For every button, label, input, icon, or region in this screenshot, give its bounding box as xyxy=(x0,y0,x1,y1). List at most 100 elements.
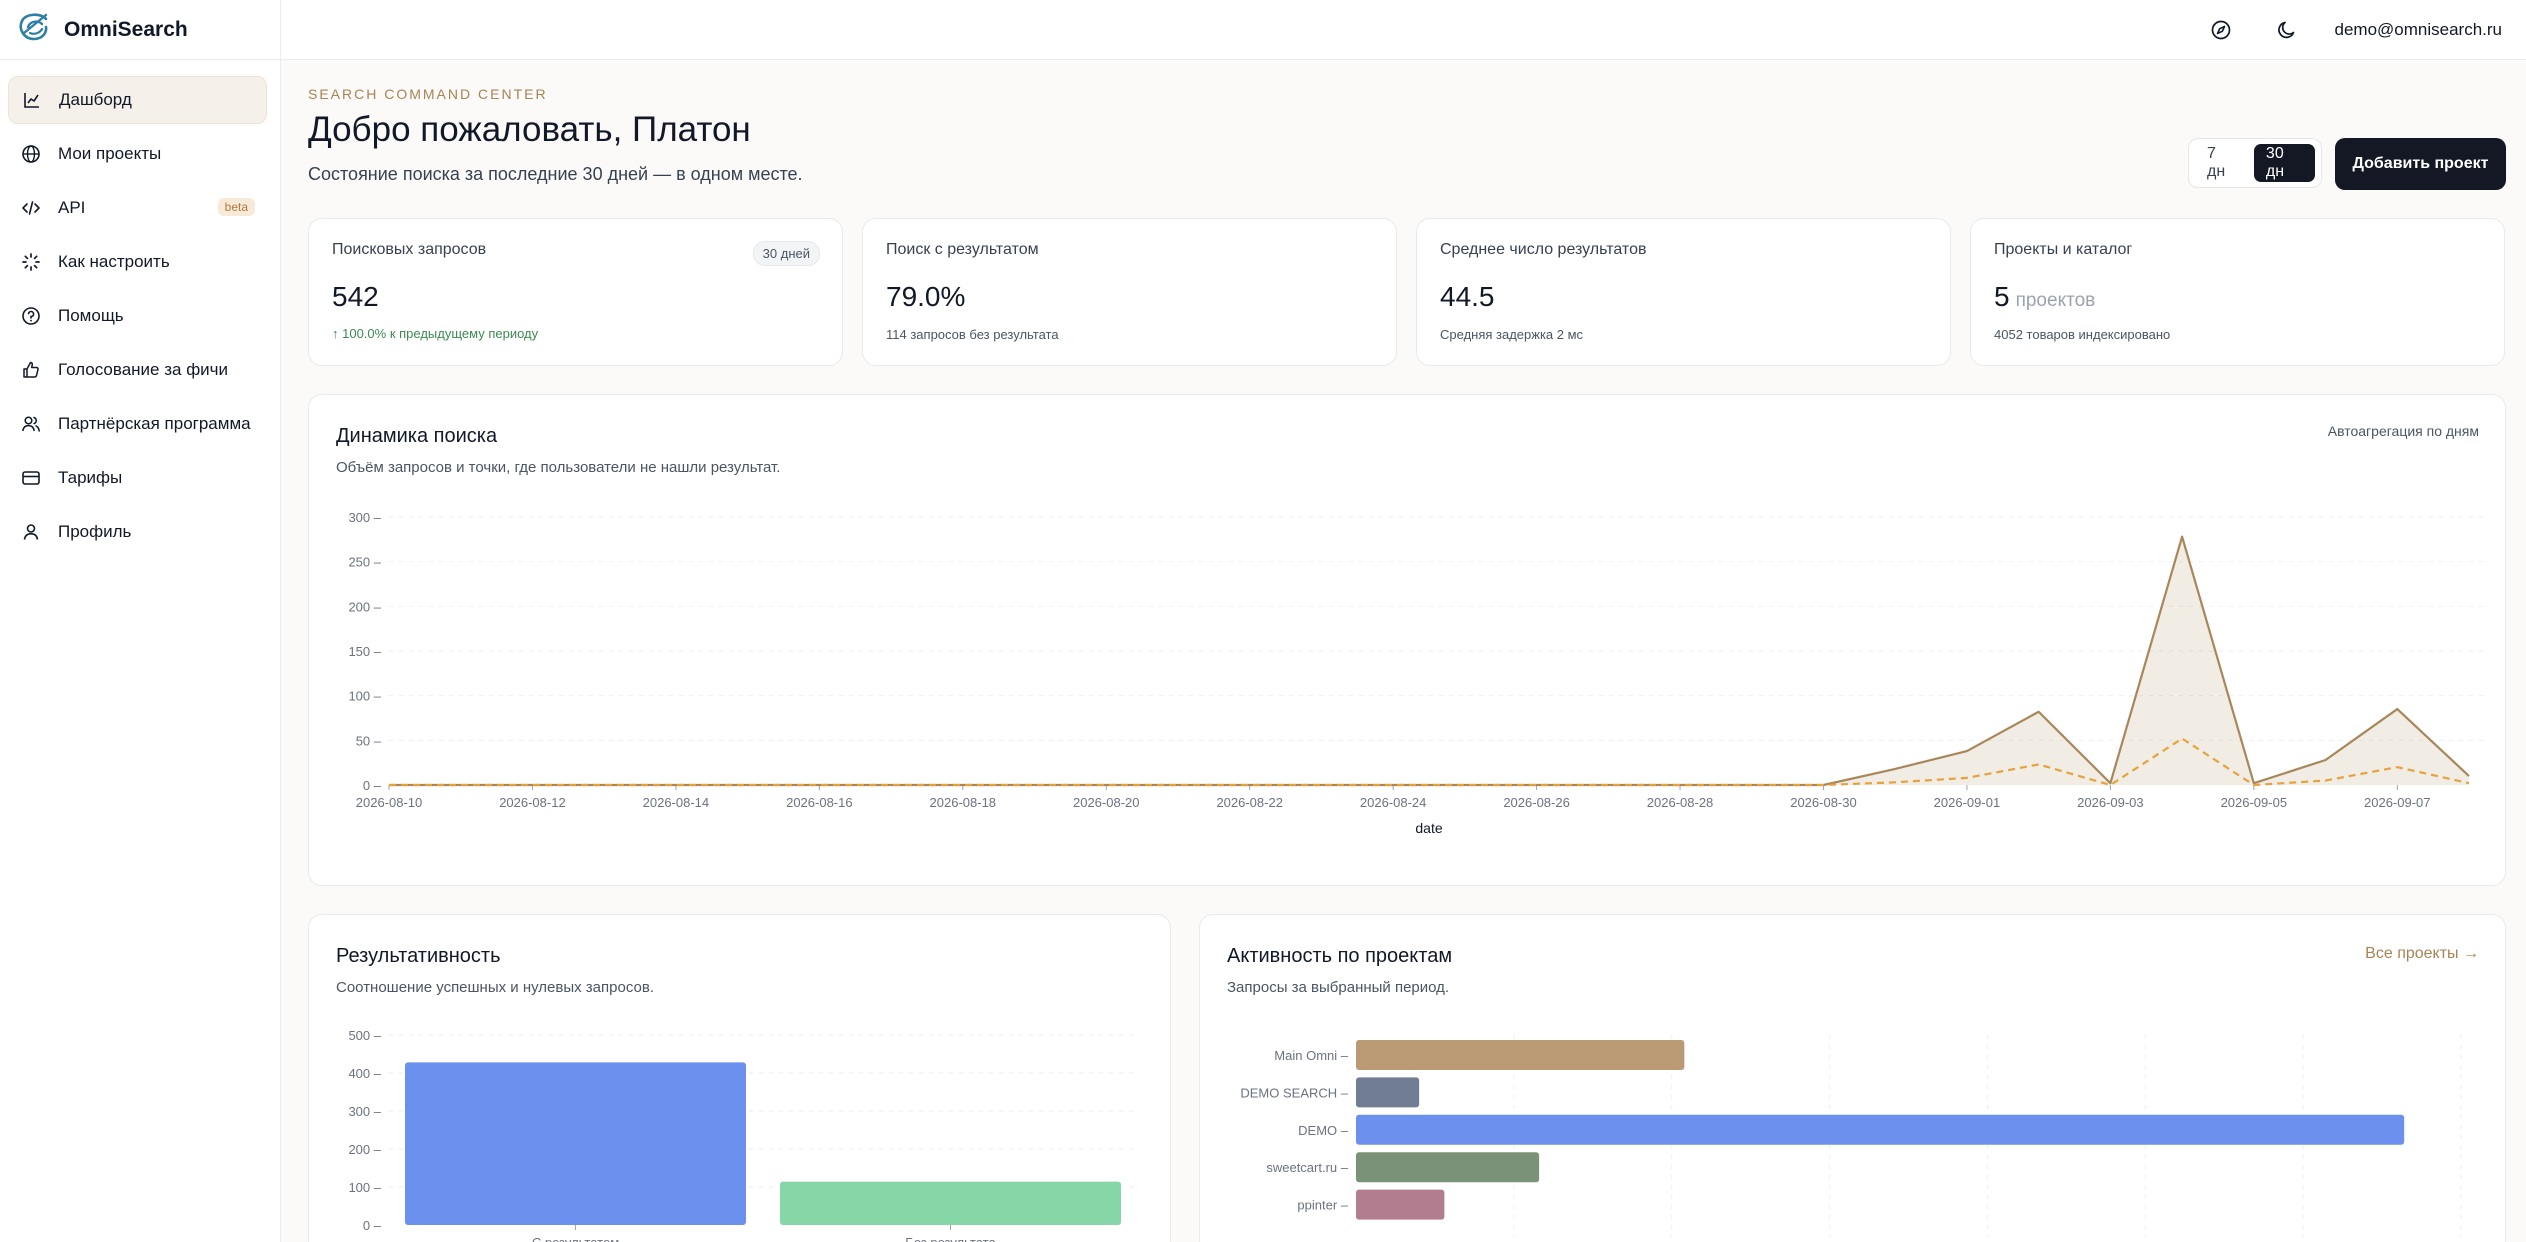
y-tick-label: DEMO – xyxy=(1298,1123,1349,1138)
y-tick-label: 400 – xyxy=(348,1066,381,1081)
y-tick-label: 250 – xyxy=(348,555,381,570)
aggregation-note: Автоагрегация по дням xyxy=(2327,423,2479,439)
code-icon xyxy=(20,197,42,219)
stat-value: 542 xyxy=(332,281,379,312)
stat-label: Среднее число результатов xyxy=(1440,241,1647,258)
eyebrow: SEARCH COMMAND CENTER xyxy=(308,86,548,102)
stat-note: 4052 товаров индексировано xyxy=(1994,327,2171,342)
sidebar-item-partner[interactable]: Партнёрская программа xyxy=(8,400,267,448)
sidebar-item-projects[interactable]: Мои проекты xyxy=(8,130,267,178)
top-bar: OmniSearch demo@omnisearch.ru xyxy=(0,0,2526,60)
user-email[interactable]: demo@omnisearch.ru xyxy=(2334,20,2503,39)
all-projects-link[interactable]: Все проекты → xyxy=(2365,945,2479,962)
panel-title: Результативность xyxy=(336,945,501,967)
panel-title: Динамика поиска xyxy=(336,425,498,447)
y-tick-label: Main Omni – xyxy=(1274,1048,1348,1063)
total-queries-line xyxy=(389,535,2470,787)
y-tick-label: 300 – xyxy=(348,510,381,525)
credit-card-icon xyxy=(20,467,42,489)
sidebar-item-label: Помощь xyxy=(58,306,124,325)
y-tick-label: 0 – xyxy=(363,1218,382,1233)
bar xyxy=(1356,1189,1445,1220)
x-axis-label: date xyxy=(1415,820,1442,836)
x-tick-label: Без результата xyxy=(905,1235,996,1242)
panel-subtitle: Объём запросов и точки, где пользователи… xyxy=(336,459,781,476)
x-tick-label: 2026-08-10 xyxy=(356,795,423,810)
sidebar-item-help[interactable]: Помощь xyxy=(8,292,267,340)
stat-card-queries: Поисковых запросов 30 дней 542 ↑ 100.0% … xyxy=(308,218,843,366)
x-tick-label: 2026-08-22 xyxy=(1216,795,1283,810)
chart-line-icon xyxy=(21,89,43,111)
beta-badge: beta xyxy=(217,198,255,216)
sidebar-item-label: Как настроить xyxy=(58,252,170,271)
help-circle-icon xyxy=(20,305,42,327)
x-tick-label: 2026-08-28 xyxy=(1647,795,1714,810)
x-tick-label: С результатом xyxy=(532,1235,619,1242)
y-tick-label: 0 – xyxy=(363,778,382,793)
sidebar-item-label: Дашборд xyxy=(59,90,132,109)
panel-subtitle: Соотношение успешных и нулевых запросов. xyxy=(336,979,654,996)
compass-icon[interactable] xyxy=(2203,12,2239,48)
bar xyxy=(1356,1040,1685,1070)
sidebar: Дашборд Мои проекты API beta Как настрои… xyxy=(0,60,280,1242)
y-tick-label: 100 – xyxy=(348,1180,381,1195)
stat-unit: проектов xyxy=(2015,290,2096,311)
y-tick-label: 50 – xyxy=(356,733,382,748)
add-project-button[interactable]: Добавить проект xyxy=(2335,138,2506,190)
loader-icon xyxy=(20,251,42,273)
sidebar-item-label: Голосование за фичи xyxy=(58,360,229,379)
panel-title: Активность по проектам xyxy=(1227,945,1453,967)
x-tick-label: 2026-08-20 xyxy=(1073,795,1140,810)
sidebar-item-api[interactable]: API beta xyxy=(8,184,267,232)
x-tick-label: 2026-08-16 xyxy=(786,795,853,810)
y-tick-label: 300 – xyxy=(348,1104,381,1119)
sidebar-item-label: Тарифы xyxy=(58,468,123,487)
sidebar-nav: Дашборд Мои проекты API beta Как настрои… xyxy=(8,76,267,562)
sidebar-item-label: API xyxy=(58,198,86,217)
range-toggle: 7 дн 30 дн xyxy=(2188,138,2322,188)
stat-card-success-rate: Поиск с результатом 79.0% 114 запросов б… xyxy=(862,218,1397,366)
logo-icon xyxy=(16,11,54,50)
stat-note: Средняя задержка 2 мс xyxy=(1440,327,1584,342)
x-tick-label: 2026-08-14 xyxy=(643,795,710,810)
sidebar-item-label: Мои проекты xyxy=(58,144,162,163)
stat-card-avg-results: Среднее число результатов 44.5 Средняя з… xyxy=(1416,218,1951,366)
sidebar-item-dashboard[interactable]: Дашборд xyxy=(8,76,267,124)
y-tick-label: 150 – xyxy=(348,644,381,659)
globe-icon xyxy=(20,143,42,165)
search-dynamics-chart: 0 – 50 – 100 – 150 – 200 – 250 – 300 – 2026-08-… xyxy=(348,510,2489,836)
panel-subtitle: Запросы за выбранный период. xyxy=(1227,979,1450,996)
sidebar-item-profile[interactable]: Профиль xyxy=(8,508,267,556)
stat-card-projects: Проекты и каталог 5 проектов 4052 товаров… xyxy=(1970,218,2505,366)
sidebar-item-feature-vote[interactable]: Голосование за фичи xyxy=(8,346,267,394)
moon-icon[interactable] xyxy=(2269,12,2305,48)
sidebar-item-pricing[interactable]: Тарифы xyxy=(8,454,267,502)
stat-label: Поиск с результатом xyxy=(886,241,1039,258)
stat-label: Поисковых запросов xyxy=(332,241,487,258)
project-activity-panel: Активность по проектам Запросы за выбран… xyxy=(1199,914,2506,1242)
users-icon xyxy=(20,413,42,435)
page-subtitle: Состояние поиска за последние 30 дней — … xyxy=(308,164,803,184)
period-badge: 30 дней xyxy=(752,241,820,266)
bar xyxy=(405,1062,746,1225)
sidebar-item-label: Партнёрская программа xyxy=(58,414,251,433)
y-tick-label: 500 – xyxy=(348,1028,381,1043)
range-7d-button[interactable]: 7 дн xyxy=(2207,145,2226,180)
y-tick-label: DEMO SEARCH – xyxy=(1240,1085,1348,1100)
sidebar-item-setup[interactable]: Как настроить xyxy=(8,238,267,286)
sidebar-item-label: Профиль xyxy=(58,522,132,541)
results-chart: 0 – 100 – 200 – 300 – 400 – 500 – С результато… xyxy=(348,1028,1139,1242)
y-tick-label: 100 – xyxy=(348,689,381,704)
brand[interactable]: OmniSearch xyxy=(16,12,188,48)
range-30d-button[interactable]: 30 дн xyxy=(2253,144,2315,182)
stat-number: 5 xyxy=(1994,281,2010,312)
brand-name: OmniSearch xyxy=(64,18,188,41)
x-tick-label: 2026-09-01 xyxy=(1934,795,2001,810)
total-queries-area xyxy=(389,536,2469,785)
x-tick-label: 2026-08-12 xyxy=(499,795,565,810)
bar xyxy=(1356,1152,1540,1183)
x-tick-label: 2026-08-24 xyxy=(1360,795,1427,810)
y-tick-label: sweetcart.ru – xyxy=(1266,1160,1348,1175)
sidebar-divider xyxy=(280,0,281,1242)
bar xyxy=(1356,1077,1420,1108)
